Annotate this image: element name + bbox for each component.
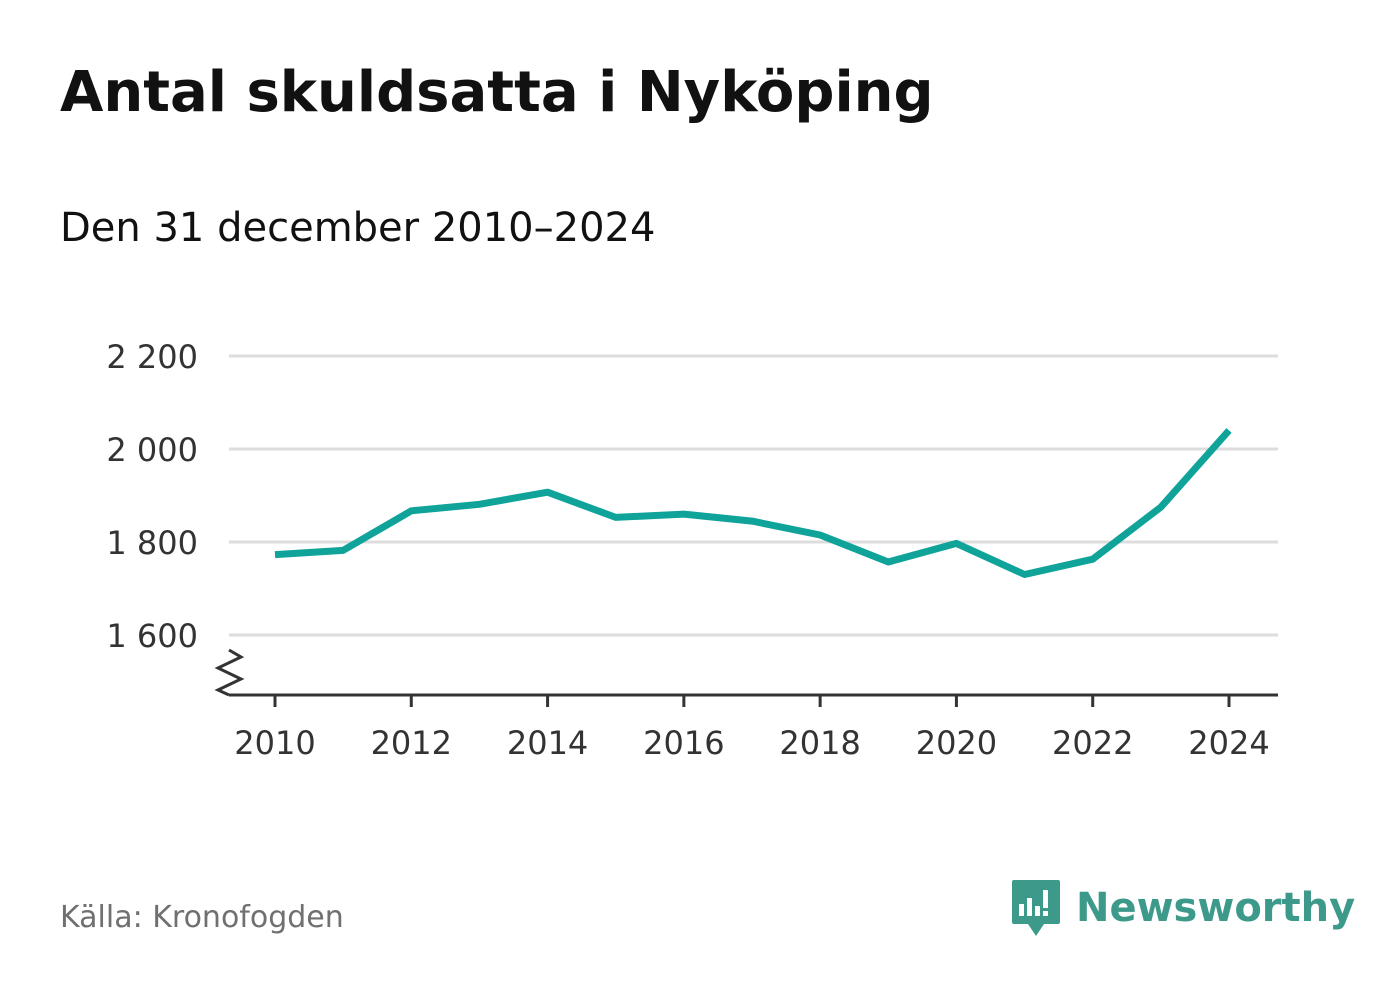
x-tick-label: 2016 (643, 724, 724, 762)
y-axis-break-icon (214, 648, 245, 697)
brand-name: Newsworthy (1076, 885, 1356, 931)
y-axis-tick-labels: 1 600 1 800 2 000 2 200 (106, 338, 198, 655)
x-tick-label: 2024 (1188, 724, 1269, 762)
x-tick-label: 2018 (779, 724, 860, 762)
y-tick-label: 1 600 (106, 617, 198, 655)
x-axis-tick-labels: 2010 2012 2014 2016 2018 2020 2022 2024 (234, 695, 1270, 762)
series-line (274, 428, 1232, 578)
x-tick-label: 2022 (1052, 724, 1133, 762)
brand-logo[interactable]: Newsworthy (1010, 878, 1355, 938)
x-axis (214, 648, 1278, 697)
x-tick-label: 2012 (371, 724, 452, 762)
x-tick-label: 2010 (234, 724, 315, 762)
source-note: Källa: Kronofogden (60, 900, 344, 935)
chart-title: Antal skuldsatta i Nyköping (60, 60, 934, 125)
newsworthy-logo-icon (1012, 880, 1060, 936)
chart-subtitle: Den 31 december 2010–2024 (60, 205, 656, 251)
gridlines (229, 354, 1278, 637)
y-tick-label: 2 000 (106, 431, 198, 469)
y-tick-label: 2 200 (106, 338, 198, 376)
x-tick-label: 2020 (916, 724, 997, 762)
y-tick-label: 1 800 (106, 524, 198, 562)
x-tick-label: 2014 (507, 724, 588, 762)
series (274, 428, 1232, 578)
